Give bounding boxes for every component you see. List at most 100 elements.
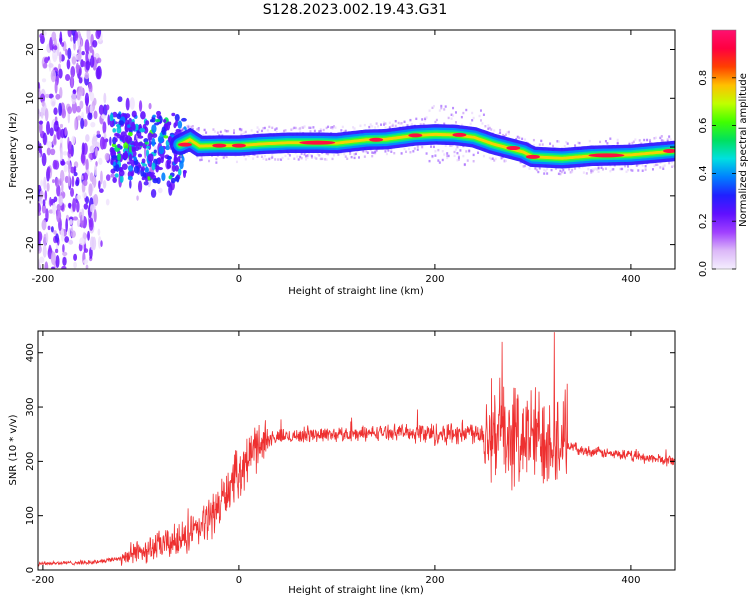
ridge-halo bbox=[309, 154, 312, 157]
ridge-halo bbox=[299, 127, 302, 130]
ridge-halo bbox=[302, 126, 305, 129]
ridge-halo bbox=[626, 168, 629, 172]
ridge-halo bbox=[196, 128, 199, 131]
ridge-halo bbox=[571, 170, 574, 174]
ridge-halo bbox=[307, 126, 310, 129]
spectrogram-cell bbox=[127, 165, 134, 172]
y-tick-label: -10 bbox=[25, 188, 36, 204]
spectrogram-cell bbox=[56, 209, 62, 223]
spectrogram-cell bbox=[122, 152, 129, 160]
ridge-halo bbox=[434, 150, 437, 153]
ridge-halo bbox=[197, 129, 200, 132]
ridge-halo bbox=[565, 140, 568, 144]
spectrogram-cell bbox=[61, 108, 67, 119]
ridge-halo bbox=[274, 158, 277, 161]
ridge-halo bbox=[219, 130, 222, 134]
ridge-halo bbox=[256, 126, 259, 129]
ridge-halo bbox=[619, 167, 622, 171]
ridge-halo bbox=[446, 152, 449, 155]
ridge-halo bbox=[552, 144, 555, 148]
spectrogram-cell bbox=[67, 47, 72, 60]
spectrogram-cell bbox=[157, 167, 164, 171]
ridge-halo bbox=[349, 152, 352, 156]
spectrogram-cell bbox=[61, 265, 67, 269]
ridge-halo bbox=[637, 169, 640, 172]
ridge-halo bbox=[225, 129, 228, 133]
ridge-halo bbox=[199, 158, 202, 162]
ridge-halo bbox=[524, 138, 527, 141]
spectrogram-cell bbox=[88, 45, 93, 54]
ridge-halo bbox=[310, 154, 313, 158]
ridge-halo bbox=[287, 157, 290, 160]
ridge-halo bbox=[233, 131, 236, 135]
spectrogram-cell bbox=[94, 164, 97, 176]
y-tick-label: 20 bbox=[25, 43, 36, 56]
ridge-halo bbox=[394, 124, 397, 128]
spectrogram-cell bbox=[118, 120, 125, 126]
y-tick-label: -20 bbox=[25, 236, 36, 252]
ridge-halo bbox=[419, 123, 422, 126]
ridge-halo bbox=[550, 168, 553, 172]
ridge-halo bbox=[244, 130, 247, 134]
ridge-halo bbox=[215, 157, 218, 161]
spectrogram-cell bbox=[62, 251, 68, 257]
spectrogram-cell bbox=[127, 131, 133, 137]
figure-title: S128.2023.002.19.43.G31 bbox=[263, 2, 448, 18]
ridge-halo bbox=[187, 124, 190, 128]
spectrogram-cell bbox=[44, 190, 48, 201]
ridge-halo bbox=[644, 168, 647, 171]
spectrogram-cell bbox=[49, 127, 54, 137]
ridge-halo bbox=[280, 158, 283, 161]
spectrogram-cell bbox=[174, 113, 180, 122]
spectrogram-cell bbox=[153, 149, 157, 154]
ridge-halo bbox=[422, 122, 425, 126]
spectrogram-cell bbox=[141, 176, 146, 181]
spectrogram-cell bbox=[61, 42, 65, 47]
ridge-halo bbox=[296, 155, 299, 158]
ridge-halo bbox=[606, 142, 609, 145]
spectrogram-cell bbox=[128, 145, 132, 154]
ridge-halo bbox=[299, 130, 302, 133]
ridge-halo bbox=[672, 164, 675, 167]
x-tick-label: -200 bbox=[32, 575, 55, 586]
ridge-halo bbox=[318, 130, 321, 133]
ridge-halo bbox=[453, 150, 456, 154]
spectrogram-cell bbox=[52, 202, 57, 215]
spectrogram-cell bbox=[158, 145, 165, 155]
ridge-halo bbox=[319, 129, 322, 133]
spectrogram-cell bbox=[38, 88, 41, 101]
spectrogram-cell bbox=[102, 137, 107, 150]
ridge-halo bbox=[460, 123, 463, 127]
ridge-halo bbox=[406, 124, 409, 127]
ridge-peak bbox=[231, 143, 246, 148]
spectrogram-cell bbox=[107, 114, 111, 126]
spectrogram-panel: -200 0 200 400 -20 -10 0 10 20 Height of straigh… bbox=[8, 29, 676, 297]
ridge-halo bbox=[463, 163, 466, 166]
ridge-halo bbox=[410, 122, 413, 126]
ridge-halo bbox=[327, 152, 330, 156]
ridge-halo bbox=[631, 169, 634, 172]
spectrogram-cell bbox=[78, 86, 84, 97]
colorbar-gradient bbox=[712, 30, 736, 269]
spectrogram-cell bbox=[85, 50, 90, 65]
ridge-halo bbox=[413, 147, 416, 150]
spectrogram-cell bbox=[100, 240, 103, 248]
spectrogram-cell bbox=[88, 82, 93, 94]
ridge-halo bbox=[441, 150, 444, 153]
spectrogram-cell bbox=[155, 165, 159, 173]
ridge-halo bbox=[374, 126, 377, 129]
ridge-halo bbox=[415, 117, 418, 121]
ridge-halo bbox=[425, 116, 428, 119]
ridge-halo bbox=[654, 163, 657, 166]
spectrogram-cell bbox=[133, 165, 140, 174]
spectrogram-cell bbox=[49, 196, 52, 207]
spectrogram-cell bbox=[42, 244, 47, 258]
ridge-halo bbox=[353, 127, 356, 130]
ridge-halo bbox=[421, 118, 424, 121]
spectrogram-cell bbox=[47, 141, 52, 149]
spectrogram-cell bbox=[152, 178, 159, 184]
spectrogram-cell bbox=[53, 121, 59, 132]
spectrogram-cell bbox=[41, 203, 47, 214]
spectrogram-cell bbox=[119, 174, 124, 183]
spectrogram-cell bbox=[133, 156, 137, 161]
